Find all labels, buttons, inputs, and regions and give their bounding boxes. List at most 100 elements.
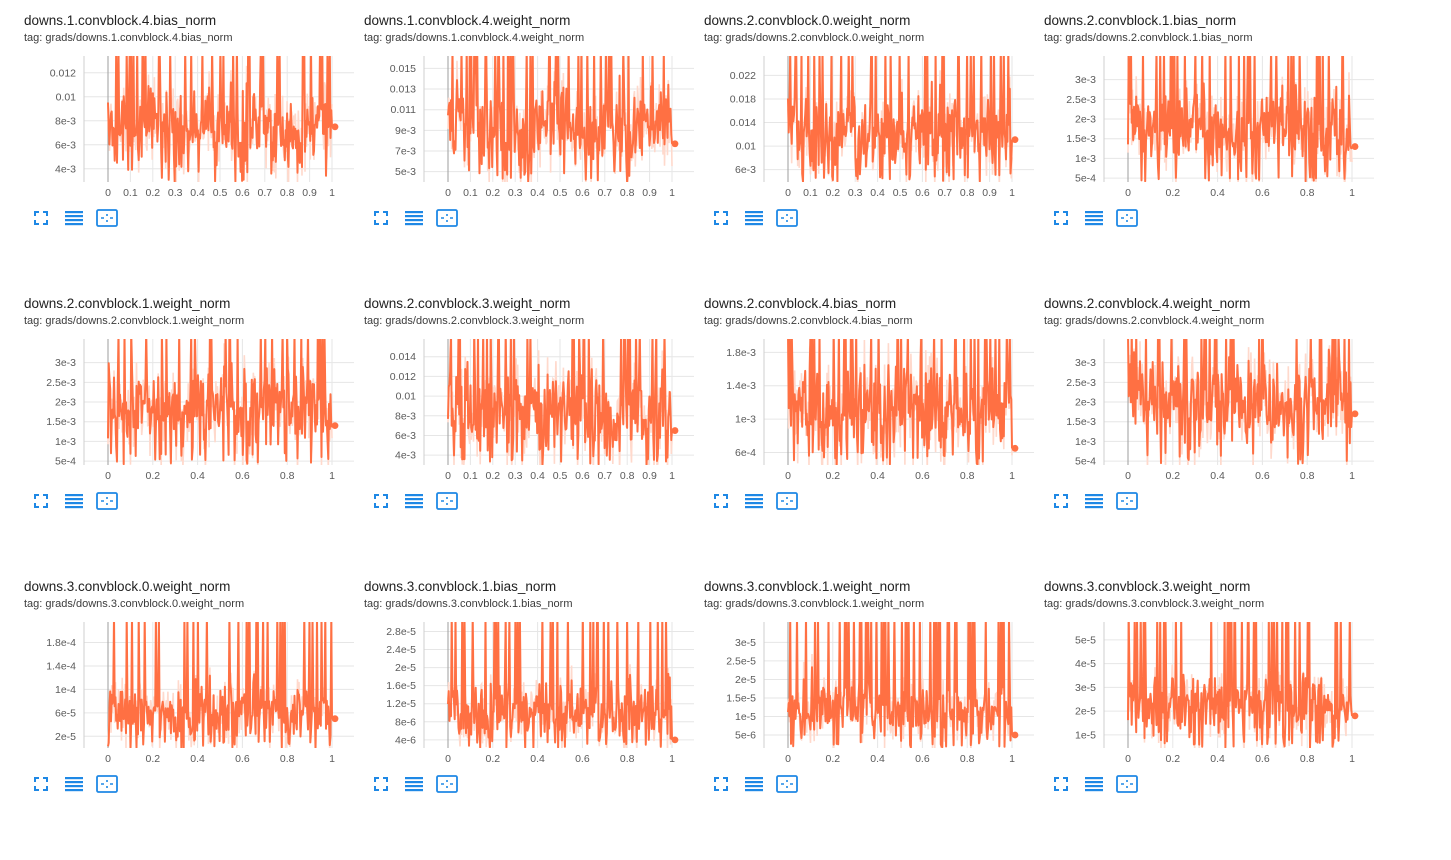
y-tick-label: 0.01: [736, 141, 757, 153]
line-chart[interactable]: 6e-3 0.01 0.014 0.018 0.022 0 0.1 0.2 0.3 0.4 0.5 0…: [680, 52, 1034, 202]
fullscreen-button[interactable]: [1050, 491, 1072, 511]
toggle-log-scale-button[interactable]: [1083, 491, 1105, 511]
line-chart[interactable]: 4e-3 6e-3 8e-3 0.01 0.012 0.014 0 0.1 0.2 0.3 0.4 0…: [340, 335, 694, 485]
fullscreen-button[interactable]: [30, 774, 52, 794]
chart-title: downs.1.convblock.4.weight_norm: [364, 13, 571, 28]
series-line: [447, 56, 673, 182]
fit-domain-button[interactable]: [1116, 774, 1138, 794]
line-chart[interactable]: 5e-4 1e-3 1.5e-3 2e-3 2.5e-3 3e-3 0 0.2 0.4 0.6 0.…: [1020, 52, 1374, 202]
chart-card: downs.3.convblock.1.bias_norm tag: grads/…: [340, 566, 694, 849]
chart-tag: tag: grads/downs.3.convblock.0.weight_no…: [24, 598, 245, 610]
last-value-point: [1351, 410, 1359, 418]
fullscreen-button[interactable]: [710, 208, 732, 228]
y-tick-label: 5e-6: [735, 730, 756, 742]
y-tick-label: 5e-4: [55, 456, 76, 468]
fit-domain-button[interactable]: [1116, 208, 1138, 228]
toggle-log-scale-button[interactable]: [403, 491, 425, 511]
y-tick-label: 1.8e-3: [726, 347, 756, 359]
last-value-point: [331, 422, 339, 430]
toggle-log-scale-button[interactable]: [63, 774, 85, 794]
y-tick-label: 1e-4: [55, 684, 76, 696]
x-tick-label: 0.4: [870, 753, 885, 765]
fullscreen-button[interactable]: [370, 208, 392, 228]
y-tick-label: 1.5e-3: [46, 416, 76, 428]
x-tick-label: 0: [1125, 470, 1131, 482]
y-tick-label: 1e-3: [55, 436, 76, 448]
y-tick-label: 1.6e-5: [386, 680, 416, 692]
x-tick-label: 0: [785, 753, 791, 765]
series-line: [787, 56, 1013, 182]
toggle-log-scale-button[interactable]: [63, 208, 85, 228]
y-tick-label: 6e-3: [395, 430, 416, 442]
x-tick-label: 0.8: [960, 470, 975, 482]
x-tick-label: 0: [105, 753, 111, 765]
x-tick-label: 0.2: [825, 753, 840, 765]
line-chart[interactable]: 5e-4 1e-3 1.5e-3 2e-3 2.5e-3 3e-3 0 0.2 0.4 0.6 0.…: [0, 335, 354, 485]
fit-domain-button[interactable]: [1116, 491, 1138, 511]
y-tick-label: 8e-6: [395, 716, 416, 728]
fit-domain-button[interactable]: [436, 774, 458, 794]
x-tick-label: 0.5: [553, 470, 568, 482]
x-tick-label: 1: [669, 470, 675, 482]
chart-card: downs.3.convblock.3.weight_norm tag: grad…: [1020, 566, 1374, 849]
fit-domain-button[interactable]: [776, 208, 798, 228]
toggle-log-scale-icon: [405, 210, 423, 226]
fullscreen-button[interactable]: [370, 774, 392, 794]
y-tick-label: 2.4e-5: [386, 644, 416, 656]
line-chart[interactable]: 5e-6 1e-5 1.5e-5 2e-5 2.5e-5 3e-5 0 0.2 0.4 0.6 0.…: [680, 618, 1034, 768]
toggle-log-scale-button[interactable]: [403, 774, 425, 794]
chart-title: downs.2.convblock.4.weight_norm: [1044, 296, 1251, 311]
toggle-log-scale-button[interactable]: [403, 208, 425, 228]
toggle-log-scale-button[interactable]: [743, 208, 765, 228]
chart-title: downs.2.convblock.4.bias_norm: [704, 296, 897, 311]
x-tick-label: 0.8: [620, 753, 635, 765]
series-line: [787, 339, 1013, 465]
toggle-log-scale-button[interactable]: [743, 491, 765, 511]
fullscreen-icon: [1053, 776, 1069, 792]
y-tick-label: 0.012: [390, 371, 416, 383]
line-chart[interactable]: 2e-5 6e-5 1e-4 1.4e-4 1.8e-4 0 0.2 0.4 0.6 0.8 1: [0, 618, 354, 768]
x-tick-label: 0: [1125, 187, 1131, 199]
y-tick-label: 0.011: [391, 104, 417, 116]
toggle-log-scale-button[interactable]: [1083, 208, 1105, 228]
line-chart[interactable]: 5e-4 1e-3 1.5e-3 2e-3 2.5e-3 3e-3 0 0.2 0.4 0.6 0.…: [1020, 335, 1374, 485]
fullscreen-button[interactable]: [1050, 208, 1072, 228]
toggle-log-scale-icon: [405, 776, 423, 792]
toggle-log-scale-button[interactable]: [1083, 774, 1105, 794]
line-chart[interactable]: 1e-5 2e-5 3e-5 4e-5 5e-5 0 0.2 0.4 0.6 0.8 1: [1020, 618, 1374, 768]
fit-domain-button[interactable]: [436, 208, 458, 228]
chart-card: downs.2.convblock.4.bias_norm tag: grads/…: [680, 283, 1034, 566]
fullscreen-button[interactable]: [710, 491, 732, 511]
y-tick-label: 3e-3: [1075, 74, 1096, 86]
x-tick-label: 0.4: [1210, 470, 1225, 482]
fullscreen-button[interactable]: [370, 491, 392, 511]
fullscreen-button[interactable]: [30, 491, 52, 511]
fit-domain-button[interactable]: [96, 491, 118, 511]
fit-domain-button[interactable]: [776, 774, 798, 794]
y-tick-label: 2.5e-3: [1066, 94, 1096, 106]
line-chart[interactable]: 4e-3 6e-3 8e-3 0.01 0.012 0 0.1 0.2 0.3 0.4 0.5 0.6…: [0, 52, 354, 202]
fit-domain-button[interactable]: [776, 491, 798, 511]
line-chart[interactable]: 4e-6 8e-6 1.2e-5 1.6e-5 2e-5 2.4e-5 2.8e-5 0 0.2…: [340, 618, 694, 768]
x-tick-label: 0.2: [485, 470, 500, 482]
chart-tag: tag: grads/downs.2.convblock.0.weight_no…: [704, 32, 925, 44]
fullscreen-button[interactable]: [1050, 774, 1072, 794]
x-tick-label: 0.8: [1300, 753, 1315, 765]
x-tick-label: 0.2: [145, 470, 160, 482]
x-tick-label: 0.6: [915, 470, 930, 482]
fit-domain-button[interactable]: [96, 208, 118, 228]
fullscreen-button[interactable]: [710, 774, 732, 794]
x-tick-label: 0.3: [508, 470, 523, 482]
x-tick-label: 0.6: [575, 187, 590, 199]
x-tick-label: 0.3: [508, 187, 523, 199]
fit-domain-button[interactable]: [436, 491, 458, 511]
line-chart[interactable]: 5e-3 7e-3 9e-3 0.011 0.013 0.015 0 0.1 0.2 0.3 0.4…: [340, 52, 694, 202]
toggle-log-scale-button[interactable]: [743, 774, 765, 794]
y-tick-label: 2e-3: [1075, 397, 1096, 409]
line-chart[interactable]: 6e-4 1e-3 1.4e-3 1.8e-3 0 0.2 0.4 0.6 0.8 1: [680, 335, 1034, 485]
fit-domain-button[interactable]: [96, 774, 118, 794]
y-tick-label: 2e-5: [395, 662, 416, 674]
toggle-log-scale-button[interactable]: [63, 491, 85, 511]
x-tick-label: 0: [445, 470, 451, 482]
fullscreen-button[interactable]: [30, 208, 52, 228]
